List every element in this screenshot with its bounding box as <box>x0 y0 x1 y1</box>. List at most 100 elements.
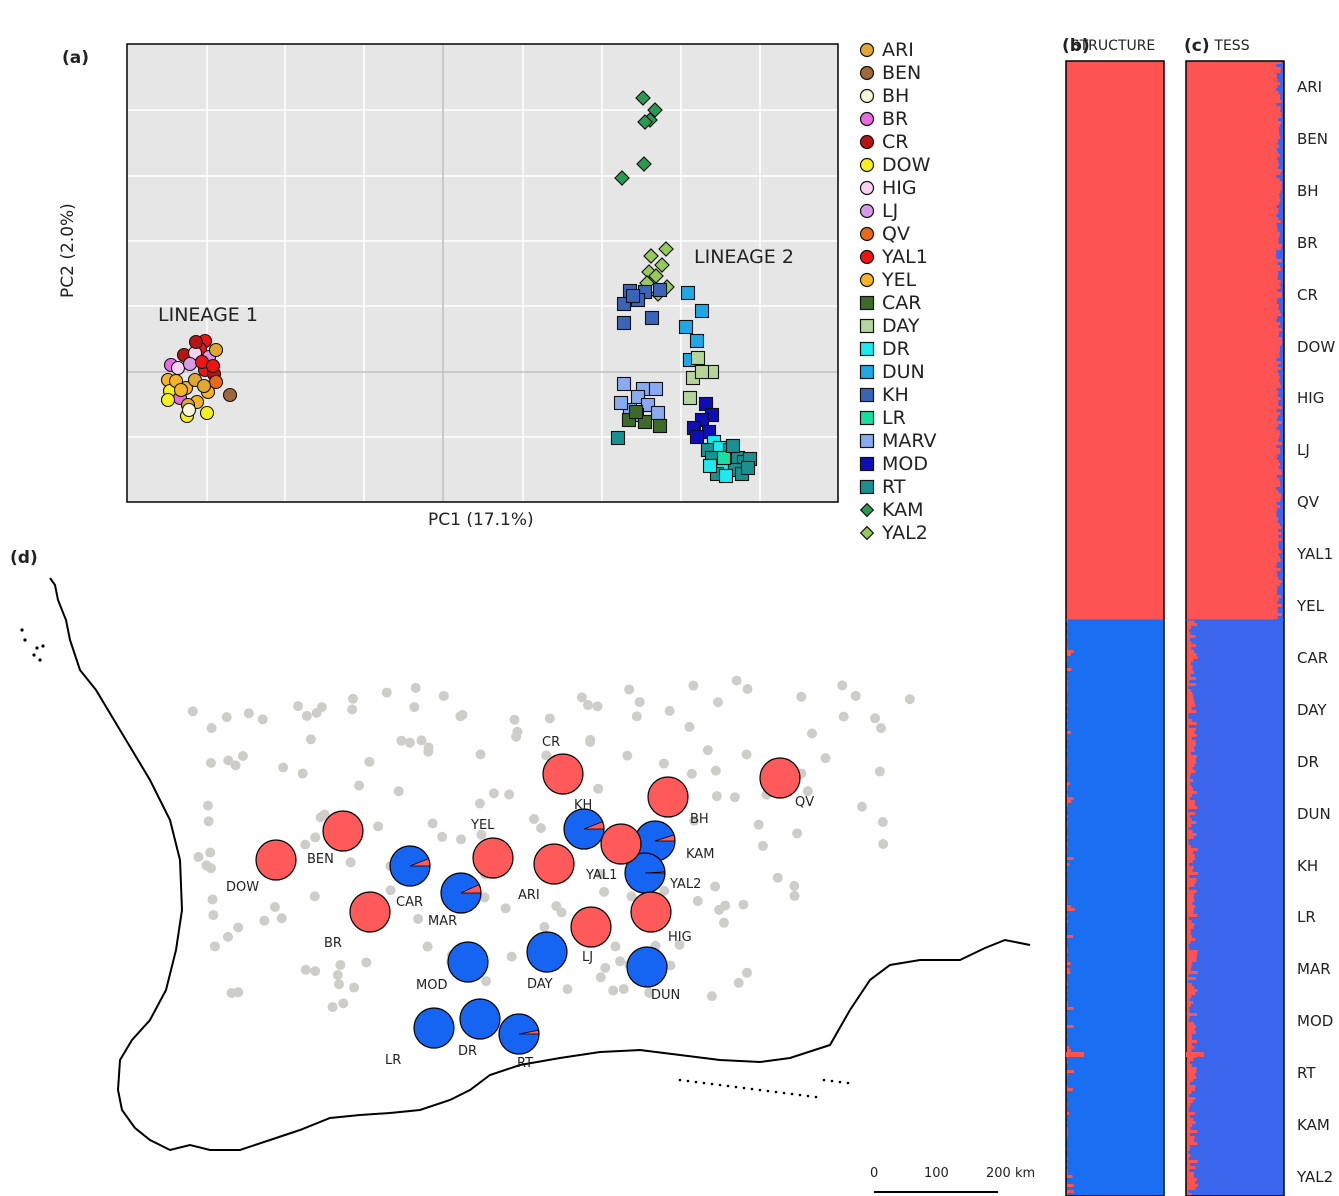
admix-sliver <box>1186 1091 1192 1094</box>
point-kam <box>636 156 652 172</box>
sample-site <box>364 756 375 767</box>
admix-sliver <box>1066 1181 1068 1184</box>
admix-sliver <box>1066 863 1070 866</box>
admix-sliver <box>1186 1076 1197 1079</box>
admix-sliver <box>1186 1148 1190 1151</box>
admix-sliver <box>1186 1169 1190 1172</box>
admix-sliver <box>1276 73 1284 76</box>
pie-outline <box>498 1013 540 1055</box>
legend-marker-square <box>859 479 875 495</box>
admix-sliver <box>1276 319 1284 322</box>
admix-sliver <box>1066 914 1068 917</box>
legend-label: KH <box>882 384 909 406</box>
sample-site <box>221 712 232 723</box>
pie-outline <box>440 872 482 914</box>
admix-sliver <box>1186 1145 1190 1148</box>
admix-sliver <box>1281 496 1284 499</box>
admix-sliver <box>1276 76 1284 79</box>
admix-sliver <box>1280 505 1284 508</box>
lineage1-annotation: LINEAGE 1 <box>158 304 258 326</box>
island <box>830 1079 834 1083</box>
rt-admix-band <box>1186 1052 1204 1057</box>
admix-sliver <box>1066 785 1068 788</box>
sample-site <box>820 753 831 764</box>
admix-sliver <box>1066 941 1068 944</box>
point-yal1 <box>205 358 221 374</box>
point-marv <box>650 405 666 421</box>
admix-sliver <box>1278 544 1284 547</box>
sample-site <box>309 891 320 902</box>
pie-label-dow: DOW <box>226 880 260 895</box>
admix-sliver <box>1278 403 1284 406</box>
admix-sliver <box>1186 839 1189 842</box>
admix-sliver <box>1186 650 1195 653</box>
point-dun <box>680 285 696 301</box>
admix-sliver <box>1186 1061 1190 1064</box>
sample-site <box>347 704 358 715</box>
admix-sliver <box>1186 953 1198 956</box>
admix-sliver <box>1186 1058 1194 1061</box>
pie-label-hig: HIG <box>668 930 692 945</box>
admix-sliver <box>1066 731 1071 734</box>
admix-sliver <box>1278 553 1284 556</box>
admix-sliver <box>1276 514 1284 517</box>
sample-site <box>455 711 466 722</box>
sample-site <box>393 786 404 797</box>
admix-sliver <box>1186 842 1189 845</box>
sample-site <box>837 680 848 691</box>
admix-sliver <box>1279 310 1284 313</box>
sample-site <box>850 690 861 701</box>
admix-sliver <box>1186 1187 1196 1190</box>
legend-marker-square <box>859 387 875 403</box>
admix-sliver <box>1186 863 1190 866</box>
admix-sliver <box>1279 349 1284 352</box>
admix-sliver <box>1281 295 1284 298</box>
admix-sliver <box>1186 1100 1193 1103</box>
admix-sliver <box>1280 568 1284 571</box>
admix-sliver <box>1186 983 1192 986</box>
bar-label-hig: HIG <box>1297 389 1325 408</box>
legend-marker-square <box>859 341 875 357</box>
pie-dun <box>626 946 668 988</box>
admix-sliver <box>1278 517 1284 520</box>
admix-sliver <box>1066 635 1068 638</box>
admix-sliver <box>1276 103 1284 106</box>
admix-sliver <box>1186 686 1189 689</box>
admix-sliver <box>1066 1007 1074 1010</box>
admix-sliver <box>1066 977 1067 980</box>
admix-sliver <box>1186 749 1195 752</box>
admix-sliver <box>1066 761 1068 764</box>
admix-sliver <box>1279 355 1284 358</box>
admix-sliver <box>1066 899 1068 902</box>
admix-sliver <box>1280 67 1284 70</box>
admix-sliver <box>1186 911 1194 914</box>
bar-label-car: CAR <box>1297 648 1329 667</box>
sample-site <box>665 960 676 971</box>
admix-sliver <box>1186 1013 1198 1016</box>
admix-sliver <box>1186 746 1195 749</box>
legend-label: LR <box>882 407 906 429</box>
sample-site <box>644 987 655 998</box>
point-kam <box>614 170 630 186</box>
admix-sliver <box>1280 190 1284 193</box>
admix-sliver <box>1279 478 1284 481</box>
admix-sliver <box>1277 142 1284 145</box>
point-dun <box>694 303 710 319</box>
admix-sliver <box>1066 845 1068 848</box>
point-dr <box>702 458 718 474</box>
admix-sliver <box>1186 848 1198 851</box>
sample-site <box>536 823 546 834</box>
admix-sliver <box>1186 722 1197 725</box>
legend-item-ben: BEN <box>858 63 921 83</box>
admix-sliver <box>1277 589 1284 592</box>
admix-sliver <box>1066 704 1068 707</box>
pie-slice-red <box>255 839 297 881</box>
bar-frame <box>1065 60 1165 1196</box>
sample-site <box>618 983 629 994</box>
admix-sliver <box>1066 971 1071 974</box>
admix-sliver <box>1186 659 1194 662</box>
admix-sliver <box>1278 547 1284 550</box>
admix-sliver <box>1278 391 1284 394</box>
point-ari <box>208 342 224 358</box>
admix-sliver <box>1186 761 1197 764</box>
